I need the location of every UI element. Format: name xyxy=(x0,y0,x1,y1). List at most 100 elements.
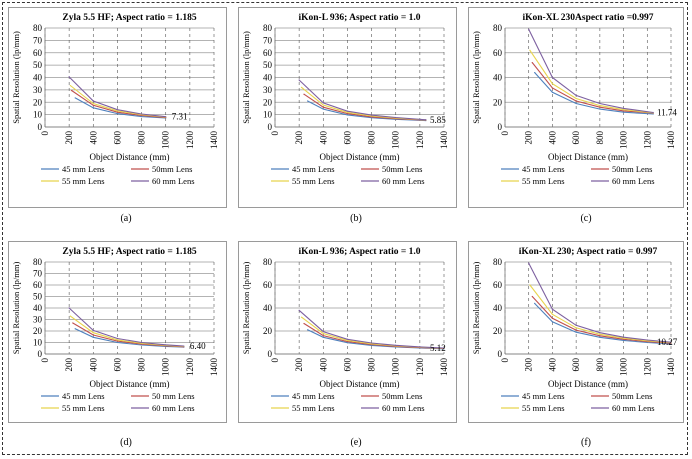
data-point xyxy=(575,324,577,326)
data-point xyxy=(346,113,349,115)
end-value-annotation: 10.27 xyxy=(657,337,678,347)
x-tick-label: 1000 xyxy=(619,131,629,150)
data-point xyxy=(652,111,654,114)
data-point xyxy=(575,327,577,329)
data-point xyxy=(68,307,70,309)
series-line-1 xyxy=(534,303,672,345)
x-tick-label: 200 xyxy=(524,358,534,372)
chart-title: Zyla 5.5 HF; Aspect ratio = 1.185 xyxy=(62,13,196,23)
series-line-3 xyxy=(529,49,654,114)
data-point xyxy=(575,97,577,100)
data-point xyxy=(575,329,577,331)
x-tick-label: 400 xyxy=(547,131,557,145)
series-line-2 xyxy=(531,296,672,344)
data-point xyxy=(92,332,94,334)
data-point xyxy=(116,111,119,113)
x-tick-label: 1400 xyxy=(209,358,219,377)
data-point xyxy=(306,100,309,102)
x-tick-label: 1000 xyxy=(161,131,171,150)
legend-label: 50mm Lens xyxy=(382,164,422,174)
data-point xyxy=(183,345,185,347)
legend-label: 60 mm Lens xyxy=(612,403,655,413)
y-tick-label: 40 xyxy=(493,303,503,313)
data-point xyxy=(306,329,309,331)
x-tick-label: 1400 xyxy=(439,131,449,150)
data-point xyxy=(165,116,167,118)
chart-svg: iKon-XL 230; Aspect ratio = 0.997 0 20 40 60… xyxy=(471,247,678,413)
chart-svg: Zyla 5.5 HF; Aspect ratio = 1.1850102030… xyxy=(11,247,219,413)
data-point xyxy=(531,62,533,64)
x-tick-label: 800 xyxy=(595,358,605,372)
x-tick-label: 0 xyxy=(40,131,50,136)
data-point xyxy=(670,341,672,343)
y-tick-label: 60 xyxy=(493,48,503,58)
legend-label: 45 mm Lens xyxy=(62,391,105,401)
data-point xyxy=(551,91,554,93)
y-tick-label: 80 xyxy=(263,257,273,267)
data-point xyxy=(74,328,76,330)
data-point xyxy=(528,28,530,30)
x-tick-label: 1400 xyxy=(209,131,219,150)
x-tick-label: 800 xyxy=(137,131,147,145)
figure-sublabel: (e) xyxy=(350,437,362,448)
chart-panel-1: Zyla 5.5 HF; Aspect ratio = 1.185 0 10 20 30… xyxy=(8,7,227,208)
data-point xyxy=(443,347,445,349)
legend-label: 45 mm Lens xyxy=(62,164,105,174)
y-axis-label: Spatial Resolution (lp/mm) xyxy=(241,262,251,355)
y-tick-label: 0 xyxy=(498,122,503,132)
x-tick-label: 1200 xyxy=(642,131,652,150)
data-point xyxy=(370,342,373,344)
data-point xyxy=(531,295,533,298)
x-tick-label: 200 xyxy=(524,131,534,145)
y-tick-label: 80 xyxy=(33,23,43,33)
data-point xyxy=(370,115,373,117)
data-point xyxy=(599,106,601,108)
chart-panel-2: iKon-L 936; Aspect ratio = 1.0 0 10 20 30 40 5… xyxy=(238,7,457,208)
legend-label: 55 mm Lens xyxy=(62,176,105,186)
x-tick-label: 400 xyxy=(318,358,328,372)
y-tick-label: 0 xyxy=(268,122,273,132)
legend-label: 60 mm Lens xyxy=(382,403,425,413)
y-tick-label: 60 xyxy=(263,280,273,290)
end-value-annotation: 11.74 xyxy=(657,107,677,117)
y-tick-label: 10 xyxy=(263,110,273,120)
chart-title: Zyla 5.5 HF; Aspect ratio = 1.185 xyxy=(62,247,196,257)
y-tick-label: 10 xyxy=(33,110,43,120)
data-point xyxy=(599,336,601,338)
data-point xyxy=(140,113,143,115)
series-line-2 xyxy=(531,62,654,114)
x-tick-label: 600 xyxy=(342,358,352,372)
data-point xyxy=(322,108,324,110)
legend-label: 45 mm Lens xyxy=(292,391,335,401)
x-tick-label: 400 xyxy=(88,131,98,145)
data-point xyxy=(92,104,94,106)
legend-label: 60 mm Lens xyxy=(152,176,195,186)
data-point xyxy=(116,109,119,111)
x-tick-label: 400 xyxy=(547,358,557,372)
figure-sublabel: (d) xyxy=(120,437,132,448)
data-point xyxy=(92,107,94,109)
end-value-annotation: 5.85 xyxy=(430,115,446,125)
figure-frame: Zyla 5.5 HF; Aspect ratio = 1.185 0 10 20 30… xyxy=(2,2,688,455)
legend-label: 55 mm Lens xyxy=(292,403,335,413)
chart-panel-5: iKon-L 936; Aspect ratio = 1.0 0 20 40 60 80 0… xyxy=(238,241,457,423)
legend-label: 50mm Lens xyxy=(612,391,652,401)
data-point xyxy=(140,341,143,344)
data-point xyxy=(425,119,427,121)
data-point xyxy=(622,109,625,111)
series-line-2 xyxy=(303,93,426,121)
data-point xyxy=(370,114,373,116)
y-tick-label: 80 xyxy=(493,257,503,267)
data-point xyxy=(116,341,119,344)
x-tick-label: 1000 xyxy=(391,358,401,377)
chart-svg: iKon-L 936; Aspect ratio = 1.0 0 10 20 30 40 5… xyxy=(241,13,449,186)
y-tick-label: 50 xyxy=(33,292,43,302)
data-point xyxy=(300,86,303,88)
data-point xyxy=(551,321,554,323)
end-value-annotation: 7.31 xyxy=(172,112,188,122)
y-tick-label: 80 xyxy=(263,23,273,33)
data-point xyxy=(346,111,349,113)
data-point xyxy=(575,100,577,102)
y-tick-label: 50 xyxy=(33,60,43,70)
y-tick-label: 40 xyxy=(33,73,43,83)
